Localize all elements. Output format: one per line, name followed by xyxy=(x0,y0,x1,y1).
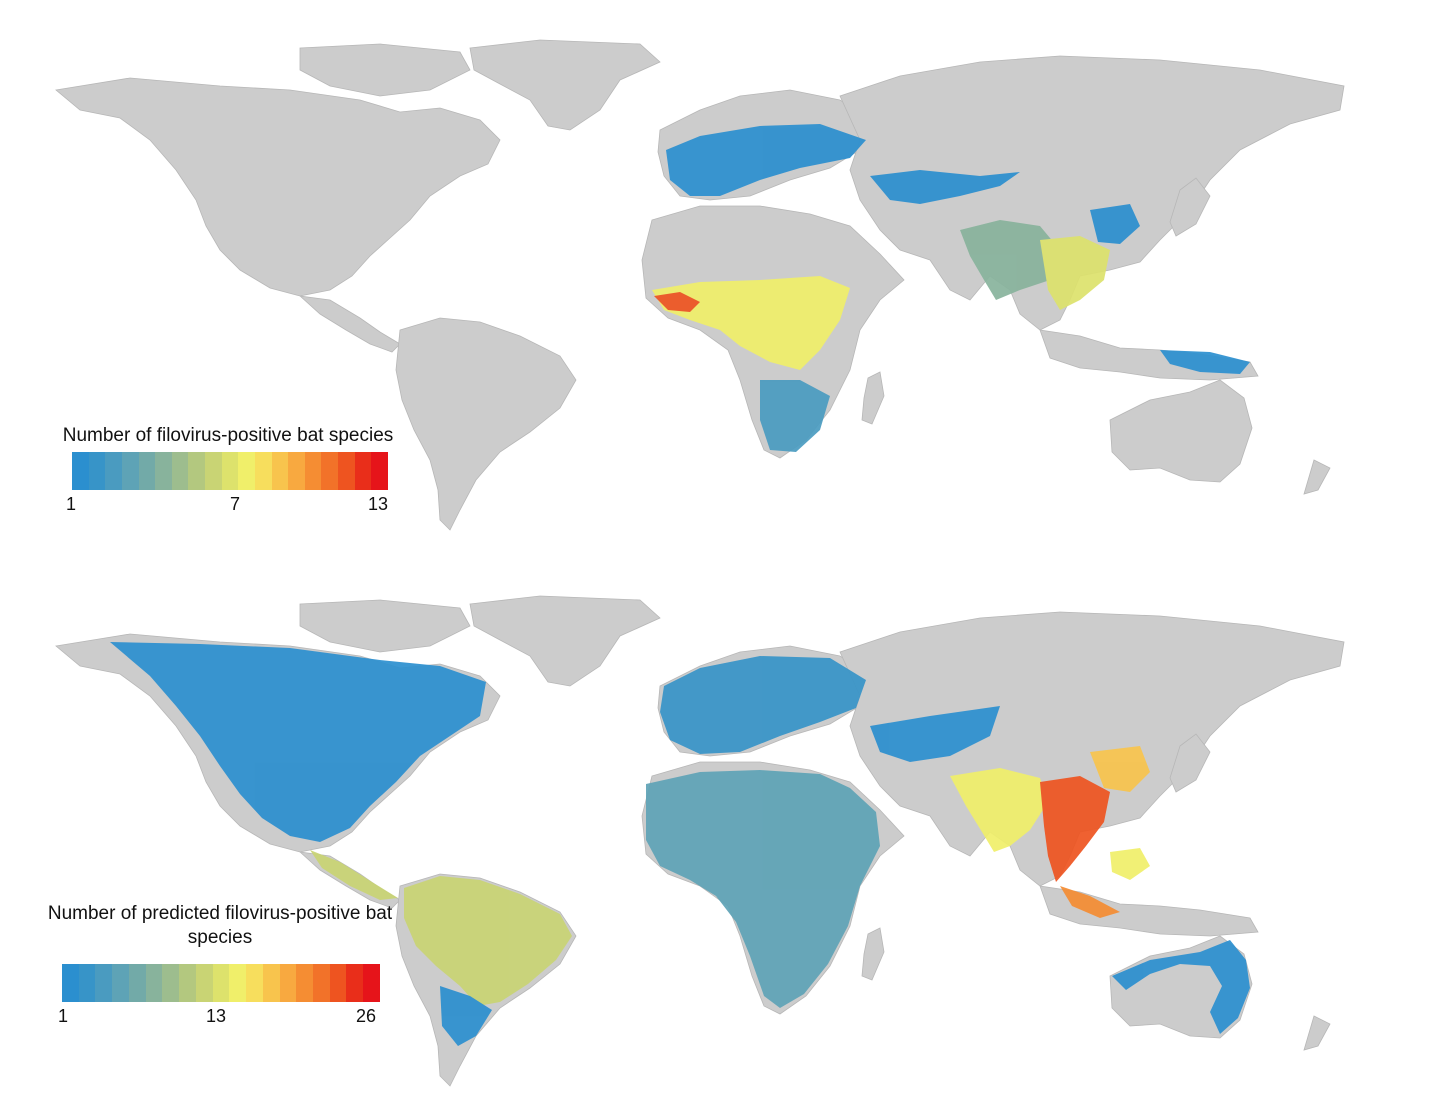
color-swatch xyxy=(338,452,355,490)
color-swatch xyxy=(155,452,172,490)
color-swatch xyxy=(329,964,347,1002)
color-swatch xyxy=(229,964,247,1002)
color-swatch xyxy=(179,964,196,1002)
color-swatch xyxy=(271,452,289,490)
range-europe xyxy=(660,656,866,754)
color-swatch xyxy=(112,964,129,1002)
scale-min-label-predicted: 1 xyxy=(58,1006,69,1026)
color-swatch xyxy=(346,964,364,1002)
landmass-new-zealand xyxy=(1303,1015,1331,1051)
landmass-north-america xyxy=(55,77,501,297)
color-swatch xyxy=(138,452,156,490)
range-south-america-south xyxy=(440,986,492,1046)
landmass-south-america xyxy=(395,317,577,531)
legend-predicted: Number of predicted filovirus-positive b… xyxy=(30,902,410,1032)
color-swatch xyxy=(262,964,280,1002)
range-europe xyxy=(666,124,866,196)
range-east-asia xyxy=(1090,204,1140,244)
range-africa xyxy=(646,770,880,1008)
color-swatch xyxy=(78,964,96,1002)
color-swatch xyxy=(105,452,122,490)
color-swatch xyxy=(371,452,388,490)
color-swatch xyxy=(288,452,305,490)
map-panel-observed: Number of filovirus-positive bat species… xyxy=(0,0,1440,540)
color-swatch xyxy=(296,964,314,1002)
range-south-asia xyxy=(950,768,1048,852)
color-swatch xyxy=(62,964,79,1002)
landmass-japan xyxy=(1169,177,1211,237)
color-swatch xyxy=(195,964,213,1002)
legend-title-predicted: Number of predicted filovirus-positive b… xyxy=(47,903,393,948)
world-map-predicted xyxy=(55,595,1345,1087)
color-swatch xyxy=(162,964,180,1002)
color-swatch xyxy=(321,452,338,490)
scale-max-label-observed: 13 xyxy=(368,494,389,514)
range-australia xyxy=(1112,940,1250,1034)
color-swatch xyxy=(95,964,113,1002)
scale-min-label-observed: 1 xyxy=(66,494,77,514)
range-sumatra-java xyxy=(1060,886,1120,918)
range-west-africa-hot xyxy=(654,292,700,312)
landmass-new-zealand xyxy=(1303,459,1331,495)
color-swatch xyxy=(121,452,139,490)
landmass-australia xyxy=(1109,379,1253,483)
map-panel-predicted: Number of predicted filovirus-positive b… xyxy=(0,556,1440,1096)
color-swatch xyxy=(238,452,255,490)
landmass-japan xyxy=(1169,733,1211,793)
range-africa-south xyxy=(760,380,830,452)
color-swatch xyxy=(313,964,330,1002)
color-swatch xyxy=(221,452,239,490)
range-south-asia xyxy=(960,220,1060,300)
scale-max-label-predicted: 26 xyxy=(356,1006,377,1026)
color-swatch xyxy=(145,964,163,1002)
range-south-america xyxy=(404,876,572,1006)
color-swatch xyxy=(128,964,146,1002)
range-north-america xyxy=(110,642,486,842)
scale-mid-label-observed: 7 xyxy=(230,494,241,514)
color-swatch xyxy=(354,452,372,490)
color-swatch xyxy=(212,964,230,1002)
range-se-asia xyxy=(1040,236,1110,310)
legend-title-observed: Number of filovirus-positive bat species xyxy=(62,425,394,446)
range-central-asia xyxy=(870,170,1020,204)
color-swatch xyxy=(205,452,222,490)
color-swatch xyxy=(363,964,380,1002)
legend-observed: Number of filovirus-positive bat species… xyxy=(38,424,418,524)
color-swatch xyxy=(246,964,263,1002)
range-central-asia xyxy=(870,706,1000,762)
range-west-africa xyxy=(652,276,850,370)
world-map-observed xyxy=(55,39,1345,531)
color-swatch xyxy=(88,452,106,490)
landmass-greenland xyxy=(469,595,661,687)
landmass-madagascar xyxy=(861,927,885,981)
range-new-guinea xyxy=(1160,350,1250,374)
color-swatch xyxy=(72,452,89,490)
color-swatch xyxy=(171,452,189,490)
range-se-asia xyxy=(1040,776,1110,882)
landmass-madagascar xyxy=(861,371,885,425)
range-central-america xyxy=(310,850,398,900)
bat-range-overlay-observed xyxy=(652,124,1250,452)
bat-range-overlay-predicted xyxy=(110,642,1250,1046)
landmass-arctic-islands xyxy=(299,43,471,97)
color-swatch xyxy=(188,452,205,490)
color-swatch xyxy=(254,452,272,490)
color-scale-bar-predicted xyxy=(62,964,380,1002)
scale-mid-label-predicted: 13 xyxy=(206,1006,227,1026)
landmass-greenland xyxy=(469,39,661,131)
color-swatch xyxy=(304,452,322,490)
color-scale-bar-observed xyxy=(72,452,388,490)
landmass-central-america xyxy=(298,295,401,353)
range-east-asia xyxy=(1090,746,1150,792)
range-borneo xyxy=(1110,848,1150,880)
landmass-arctic-islands xyxy=(299,599,471,653)
color-swatch xyxy=(279,964,297,1002)
